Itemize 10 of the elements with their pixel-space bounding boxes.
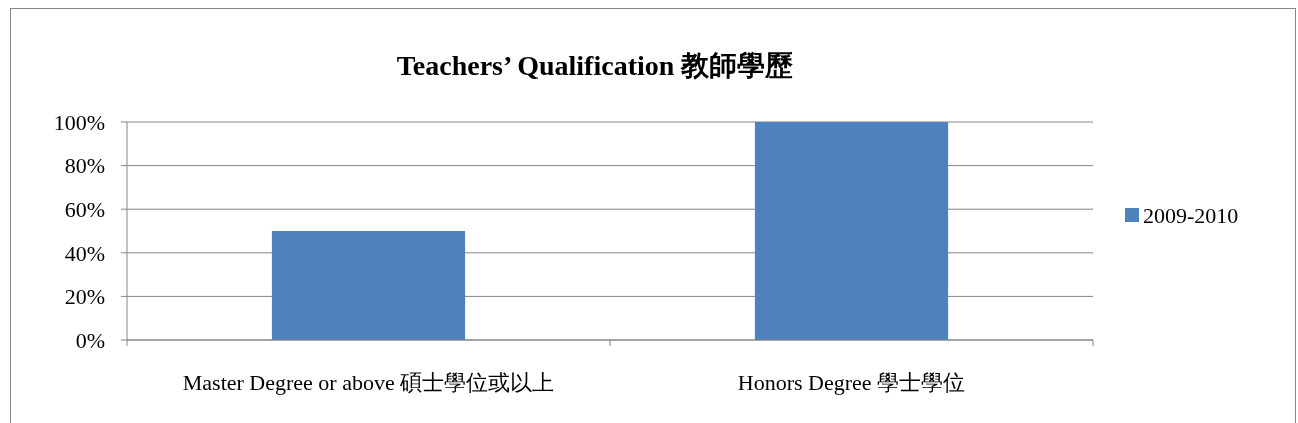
y-tick-label: 80% xyxy=(64,153,105,179)
y-tick-label: 60% xyxy=(64,196,105,222)
y-tick-label: 100% xyxy=(53,109,105,135)
x-tick-label: Master Degree or above 碩士學位或以上 xyxy=(182,370,555,395)
y-tick-label: 20% xyxy=(64,284,105,310)
x-tick-label: Honors Degree 學士學位 xyxy=(737,370,966,395)
y-tick-label: 0% xyxy=(75,327,105,353)
y-tick-label: 40% xyxy=(64,240,105,266)
legend-label: 2009-2010 xyxy=(1143,202,1239,228)
chart-title: Teachers’ Qualification 教師學歷 xyxy=(396,50,794,81)
